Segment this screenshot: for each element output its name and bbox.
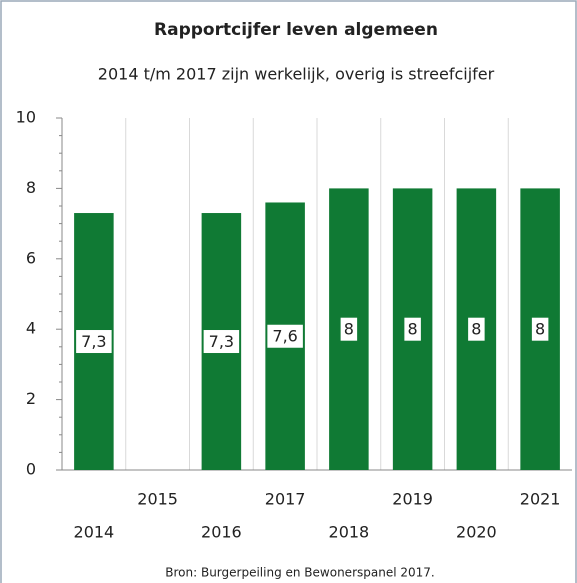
- value-label-box: [266, 323, 304, 349]
- x-tick-label: 2019: [392, 490, 433, 509]
- value-label-box: [202, 329, 241, 355]
- x-tick-label: 2017: [265, 490, 306, 509]
- value-label-box: [339, 316, 359, 342]
- y-tick-label: 8: [26, 178, 36, 197]
- x-tick-label: 2015: [137, 490, 178, 509]
- value-label: 8: [344, 320, 354, 339]
- x-tick-label: 2021: [520, 490, 561, 509]
- y-tick-label: 10: [16, 108, 36, 127]
- value-label-box: [530, 316, 550, 342]
- value-label: 8: [535, 320, 545, 339]
- value-label: 7,3: [81, 332, 106, 351]
- value-label: 7,6: [272, 327, 297, 346]
- value-label: 8: [471, 320, 481, 339]
- value-label-box: [467, 316, 486, 342]
- x-tick-label: 2018: [329, 523, 370, 542]
- x-tick-label: 2014: [74, 523, 115, 542]
- y-tick-label: 6: [26, 248, 36, 267]
- x-tick-label: 2020: [456, 523, 497, 542]
- chart-subtitle: 2014 t/m 2017 zijn werkelijk, overig is …: [98, 65, 495, 84]
- value-label: 7,3: [209, 332, 234, 351]
- y-tick-label: 4: [26, 319, 36, 338]
- value-label: 8: [408, 320, 418, 339]
- source: Bron: Burgerpeiling en Bewonerspanel 201…: [165, 566, 434, 580]
- value-label-box: [75, 329, 113, 355]
- y-tick-label: 2: [26, 389, 36, 408]
- value-label-box: [403, 316, 422, 342]
- chart-title: Rapportcijfer leven algemeen: [154, 20, 438, 40]
- y-tick-label: 0: [26, 460, 36, 479]
- x-tick-label: 2016: [201, 523, 242, 542]
